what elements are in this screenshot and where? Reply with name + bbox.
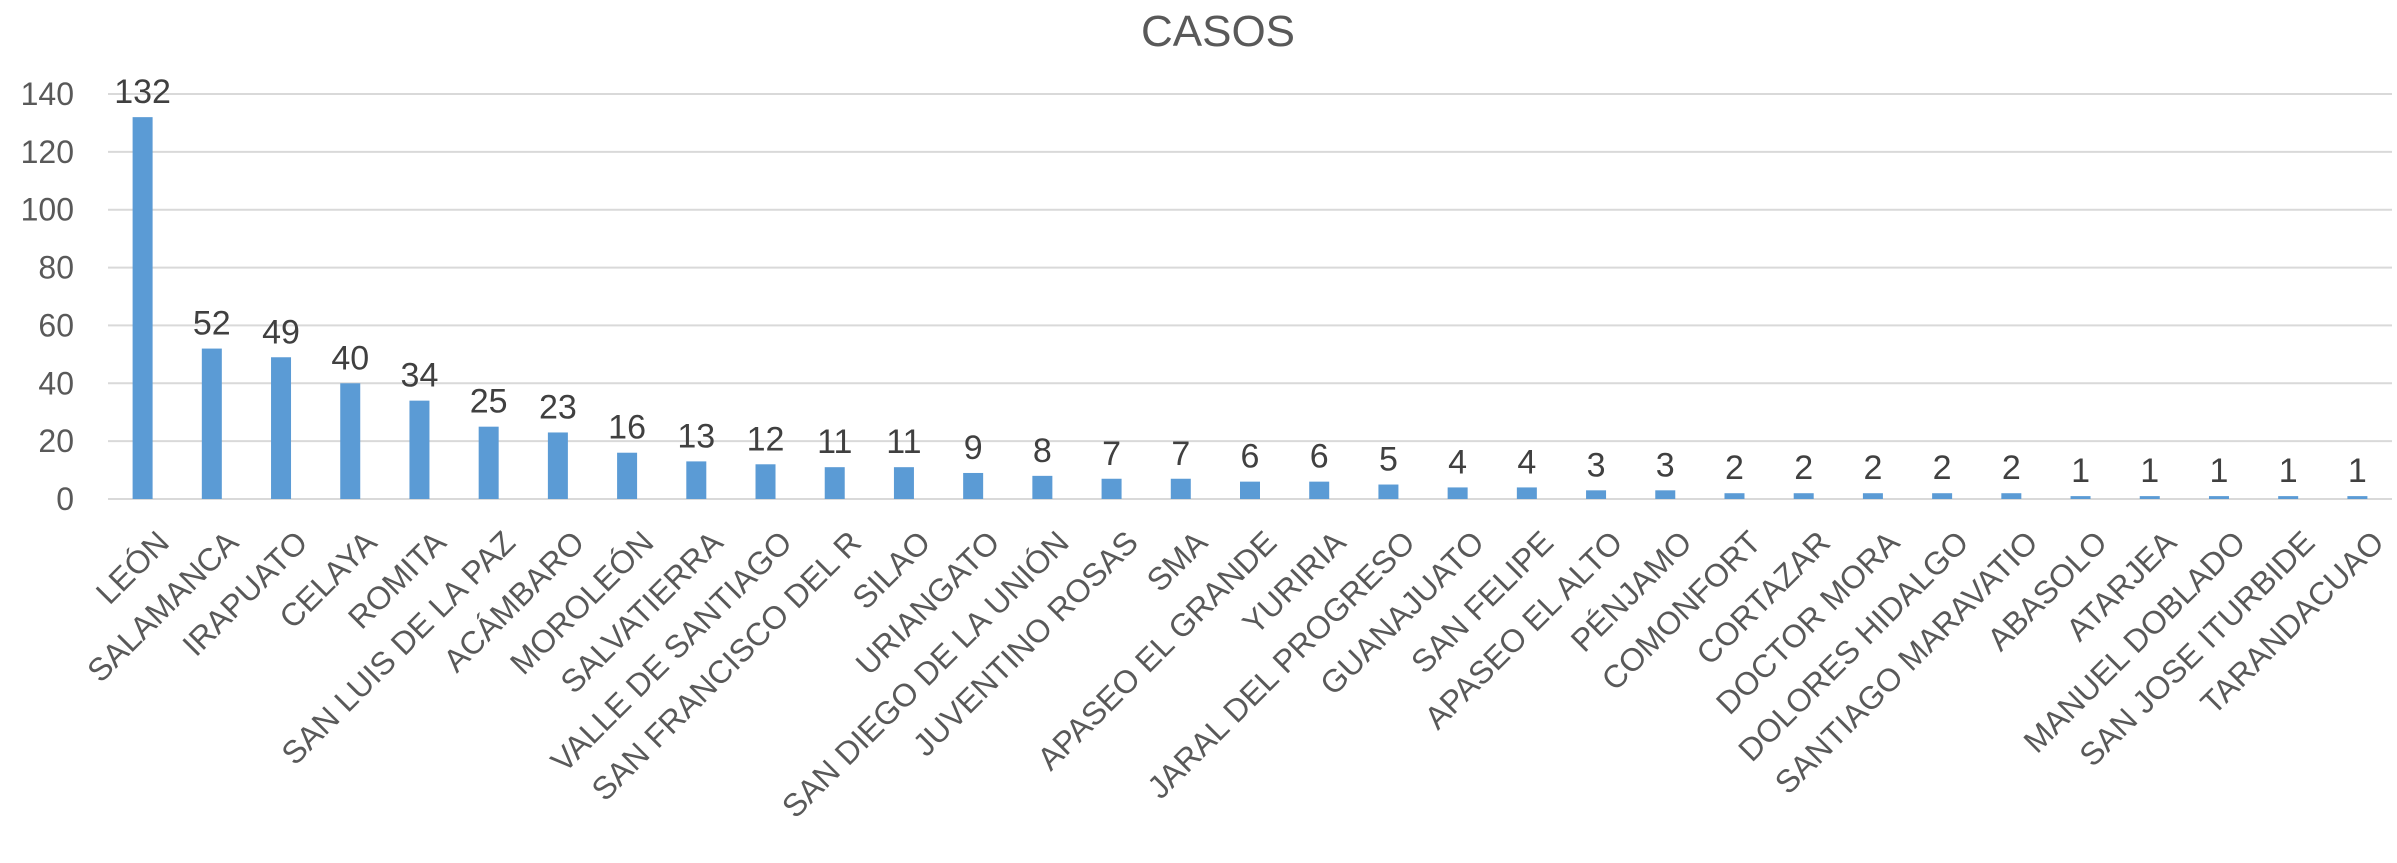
bar [547, 432, 568, 499]
data-label: 1 [2210, 452, 2229, 490]
y-tick-label: 20 [38, 423, 74, 459]
bar [1170, 478, 1191, 499]
bar [1586, 490, 1607, 499]
bar [1240, 481, 1260, 499]
bar [1793, 493, 1814, 499]
bar [271, 357, 292, 499]
chart-title: CASOS [1141, 7, 1295, 56]
data-label: 34 [401, 357, 439, 395]
data-label: 16 [608, 409, 646, 447]
data-label: 49 [262, 313, 300, 351]
data-label: 2 [1725, 449, 1744, 487]
data-label: 12 [747, 420, 785, 458]
bar [1101, 478, 1122, 499]
data-label: 8 [1033, 432, 1052, 470]
y-tick-label: 140 [21, 76, 74, 112]
y-axis-ticks: 0 20 40 60 80 100 120 140 [21, 76, 74, 517]
data-label: 1 [2071, 452, 2090, 490]
data-label: 11 [886, 423, 921, 461]
bar [893, 467, 914, 499]
data-label: 3 [1656, 446, 1675, 484]
bar [1309, 481, 1330, 499]
data-label: 2 [1794, 449, 1813, 487]
data-label: 4 [1517, 443, 1536, 481]
data-label: 132 [114, 73, 171, 111]
data-label: 25 [470, 383, 508, 421]
data-label: 6 [1241, 438, 1260, 476]
data-label: 13 [677, 417, 715, 455]
bar [824, 467, 845, 499]
y-tick-label: 0 [56, 481, 74, 517]
bar [686, 461, 707, 499]
bar [201, 348, 222, 499]
bar [617, 452, 638, 499]
bar [1447, 487, 1468, 499]
y-tick-label: 100 [21, 192, 74, 228]
y-tick-label: 80 [38, 250, 74, 286]
bars [132, 117, 2368, 500]
bar [1655, 490, 1676, 499]
data-label: 23 [539, 388, 577, 426]
bar [1862, 493, 1883, 499]
bar [1378, 484, 1399, 499]
bar [409, 400, 430, 499]
data-label: 2 [2002, 449, 2021, 487]
data-label: 1 [2279, 452, 2298, 490]
data-label: 40 [331, 339, 369, 377]
data-label: 5 [1379, 441, 1398, 479]
y-tick-label: 60 [38, 307, 74, 343]
bar [2208, 496, 2229, 499]
data-label: 6 [1310, 438, 1329, 476]
bar [340, 383, 361, 499]
data-label: 7 [1102, 435, 1121, 473]
bar [1032, 475, 1053, 499]
data-label: 1 [2140, 452, 2159, 490]
bar [2001, 493, 2022, 499]
bar [2070, 496, 2091, 499]
bar [963, 472, 984, 499]
bar [2278, 496, 2299, 499]
bar [755, 464, 776, 499]
bar [132, 117, 153, 500]
data-label: 4 [1448, 443, 1467, 481]
data-label: 2 [1863, 449, 1882, 487]
data-label: 7 [1171, 435, 1190, 473]
data-label: 11 [817, 423, 852, 461]
data-label: 52 [193, 305, 231, 343]
y-tick-label: 40 [38, 365, 74, 401]
data-label: 3 [1587, 446, 1606, 484]
data-label: 1 [2348, 452, 2367, 490]
data-label: 2 [1933, 449, 1952, 487]
data-label: 9 [964, 429, 983, 467]
bar [478, 426, 499, 499]
y-tick-label: 120 [21, 134, 74, 170]
bar [1516, 487, 1537, 499]
bar [1724, 493, 1745, 499]
bar [2139, 496, 2160, 499]
bar [1932, 493, 1953, 499]
bar [2347, 496, 2368, 499]
